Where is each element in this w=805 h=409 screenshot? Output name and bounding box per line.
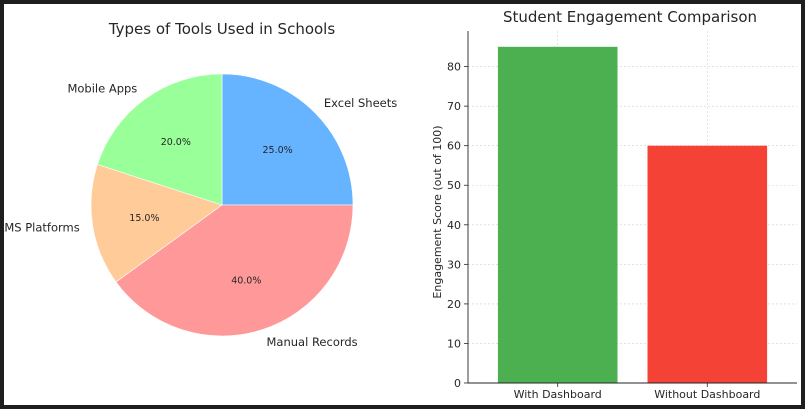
bar-without-dashboard [647,145,768,383]
bar-ytick-label-70: 70 [447,100,461,113]
bar-ytick-label-50: 50 [447,179,461,192]
bar-with-dashboard [497,46,618,384]
figure: Types of Tools Used in Schools 25.0% Exce… [4,4,801,405]
pie-percent-manual-records: 40.0% [231,275,261,286]
pie-slice-lms-platforms [90,164,223,283]
bar-ytick-label-0: 0 [454,377,461,390]
pie-label-mobile-apps: Mobile Apps [67,81,137,95]
bar-xtick-label-without-dashboard: Without Dashboard [654,388,760,401]
pie-chart: Types of Tools Used in Schools 25.0% Exce… [4,20,397,349]
pie-label-lms-platforms: LMS Platforms [4,221,80,235]
pie-label-manual-records: Manual Records [267,335,358,349]
bar-y-axis-label: Engagement Score (out of 100) [431,125,444,298]
pie-percent-excel-sheets: 25.0% [263,145,293,156]
bar-chart: Student Engagement Comparison 0 10 20 30 40 5… [431,8,797,401]
bar-ytick-label-40: 40 [447,219,461,232]
pie-percent-mobile-apps: 20.0% [161,137,191,148]
bar-ytick-label-60: 60 [447,140,461,153]
pie-slice-excel-sheets [221,73,354,206]
pie-label-excel-sheets: Excel Sheets [324,96,397,110]
pie-slice-mobile-apps [97,73,223,206]
bar-ytick-label-30: 30 [447,258,461,271]
bar-title: Student Engagement Comparison [503,8,757,26]
bar-xtick-label-with-dashboard: With Dashboard [514,388,602,401]
bar-ytick-label-10: 10 [447,337,461,350]
pie-title: Types of Tools Used in Schools [108,20,336,38]
pie-slice-manual-records [115,204,354,337]
bar-ytick-label-80: 80 [447,61,461,74]
pie-percent-lms-platforms: 15.0% [129,213,159,224]
bar-ytick-label-20: 20 [447,298,461,311]
